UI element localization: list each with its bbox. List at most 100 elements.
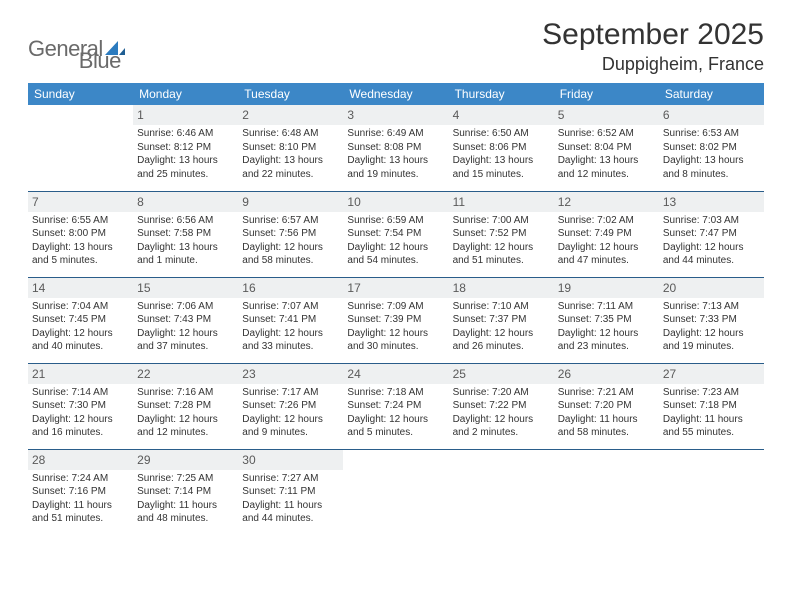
month-title: September 2025: [542, 18, 764, 52]
calendar-cell: 10Sunrise: 6:59 AMSunset: 7:54 PMDayligh…: [343, 191, 448, 277]
day-number: 18: [449, 278, 554, 298]
daylight-line1: Daylight: 12 hours: [453, 241, 550, 255]
sunrise-text: Sunrise: 7:16 AM: [137, 386, 234, 400]
sunrise-text: Sunrise: 7:23 AM: [663, 386, 760, 400]
daylight-line2: and 1 minute.: [137, 254, 234, 268]
col-tuesday: Tuesday: [238, 83, 343, 105]
calendar-page: General Blue September 2025 Duppigheim, …: [0, 0, 792, 553]
calendar-week: 7Sunrise: 6:55 AMSunset: 8:00 PMDaylight…: [28, 191, 764, 277]
sunset-text: Sunset: 7:54 PM: [347, 227, 444, 241]
calendar-cell: 19Sunrise: 7:11 AMSunset: 7:35 PMDayligh…: [554, 277, 659, 363]
col-saturday: Saturday: [659, 83, 764, 105]
sunset-text: Sunset: 7:22 PM: [453, 399, 550, 413]
sunset-text: Sunset: 8:04 PM: [558, 141, 655, 155]
sunrise-text: Sunrise: 7:25 AM: [137, 472, 234, 486]
day-number: 24: [343, 364, 448, 384]
daylight-line1: Daylight: 13 hours: [663, 154, 760, 168]
day-number: 12: [554, 192, 659, 212]
daylight-line1: Daylight: 11 hours: [663, 413, 760, 427]
sunrise-text: Sunrise: 7:14 AM: [32, 386, 129, 400]
daylight-line1: Daylight: 11 hours: [558, 413, 655, 427]
day-number: 29: [133, 450, 238, 470]
calendar-cell: 3Sunrise: 6:49 AMSunset: 8:08 PMDaylight…: [343, 105, 448, 191]
sunset-text: Sunset: 7:49 PM: [558, 227, 655, 241]
daylight-line2: and 30 minutes.: [347, 340, 444, 354]
daylight-line2: and 9 minutes.: [242, 426, 339, 440]
calendar-cell: 18Sunrise: 7:10 AMSunset: 7:37 PMDayligh…: [449, 277, 554, 363]
day-number: 26: [554, 364, 659, 384]
sunrise-text: Sunrise: 6:56 AM: [137, 214, 234, 228]
daylight-line2: and 51 minutes.: [453, 254, 550, 268]
sunrise-text: Sunrise: 7:24 AM: [32, 472, 129, 486]
sunset-text: Sunset: 7:47 PM: [663, 227, 760, 241]
sunset-text: Sunset: 7:33 PM: [663, 313, 760, 327]
calendar-cell: 28Sunrise: 7:24 AMSunset: 7:16 PMDayligh…: [28, 449, 133, 535]
daylight-line1: Daylight: 12 hours: [137, 413, 234, 427]
day-number: 15: [133, 278, 238, 298]
calendar-table: Sunday Monday Tuesday Wednesday Thursday…: [28, 83, 764, 535]
daylight-line1: Daylight: 13 hours: [137, 154, 234, 168]
sunrise-text: Sunrise: 7:06 AM: [137, 300, 234, 314]
sunset-text: Sunset: 7:43 PM: [137, 313, 234, 327]
day-number: 27: [659, 364, 764, 384]
calendar-cell: 6 Sunrise: 6:53 AMSunset: 8:02 PMDaylight…: [659, 105, 764, 191]
daylight-line2: and 47 minutes.: [558, 254, 655, 268]
calendar-cell: 30Sunrise: 7:27 AMSunset: 7:11 PMDayligh…: [238, 449, 343, 535]
calendar-cell: 9Sunrise: 6:57 AMSunset: 7:56 PMDaylight…: [238, 191, 343, 277]
day-number: 17: [343, 278, 448, 298]
daylight-line1: Daylight: 12 hours: [242, 241, 339, 255]
daylight-line2: and 19 minutes.: [663, 340, 760, 354]
sunset-text: Sunset: 7:52 PM: [453, 227, 550, 241]
sunset-text: Sunset: 7:24 PM: [347, 399, 444, 413]
sunset-text: Sunset: 7:18 PM: [663, 399, 760, 413]
col-wednesday: Wednesday: [343, 83, 448, 105]
day-number: 28: [28, 450, 133, 470]
sunrise-text: Sunrise: 7:09 AM: [347, 300, 444, 314]
sunrise-text: Sunrise: 6:53 AM: [663, 127, 760, 141]
day-number: 9: [238, 192, 343, 212]
daylight-line1: Daylight: 13 hours: [347, 154, 444, 168]
daylight-line1: Daylight: 12 hours: [242, 413, 339, 427]
sunrise-text: Sunrise: 6:59 AM: [347, 214, 444, 228]
day-number: 8: [133, 192, 238, 212]
day-number: 11: [449, 192, 554, 212]
daylight-line2: and 23 minutes.: [558, 340, 655, 354]
sunset-text: Sunset: 8:12 PM: [137, 141, 234, 155]
col-thursday: Thursday: [449, 83, 554, 105]
sunrise-text: Sunrise: 7:18 AM: [347, 386, 444, 400]
sunrise-text: Sunrise: 7:04 AM: [32, 300, 129, 314]
sunset-text: Sunset: 7:37 PM: [453, 313, 550, 327]
calendar-cell: 29 Sunrise: 7:25 AMSunset: 7:14 PMDayligh…: [133, 449, 238, 535]
calendar-cell: 25Sunrise: 7:20 AMSunset: 7:22 PMDayligh…: [449, 363, 554, 449]
day-number: 7: [28, 192, 133, 212]
sunset-text: Sunset: 7:20 PM: [558, 399, 655, 413]
daylight-line1: Daylight: 13 hours: [242, 154, 339, 168]
daylight-line1: Daylight: 13 hours: [453, 154, 550, 168]
daylight-line1: Daylight: 12 hours: [453, 413, 550, 427]
daylight-line2: and 5 minutes.: [32, 254, 129, 268]
calendar-cell: 21Sunrise: 7:14 AMSunset: 7:30 PMDayligh…: [28, 363, 133, 449]
daylight-line1: Daylight: 11 hours: [242, 499, 339, 513]
daylight-line2: and 16 minutes.: [32, 426, 129, 440]
sunset-text: Sunset: 7:14 PM: [137, 485, 234, 499]
sunset-text: Sunset: 7:58 PM: [137, 227, 234, 241]
day-number: 30: [238, 450, 343, 470]
sunrise-text: Sunrise: 7:07 AM: [242, 300, 339, 314]
daylight-line2: and 12 minutes.: [137, 426, 234, 440]
day-number: 6: [659, 105, 764, 125]
sunset-text: Sunset: 8:02 PM: [663, 141, 760, 155]
calendar-cell: 13Sunrise: 7:03 AMSunset: 7:47 PMDayligh…: [659, 191, 764, 277]
daylight-line1: Daylight: 11 hours: [32, 499, 129, 513]
daylight-line2: and 51 minutes.: [32, 512, 129, 526]
daylight-line2: and 26 minutes.: [453, 340, 550, 354]
location-label: Duppigheim, France: [542, 54, 764, 75]
col-sunday: Sunday: [28, 83, 133, 105]
calendar-week: 14Sunrise: 7:04 AMSunset: 7:45 PMDayligh…: [28, 277, 764, 363]
day-number: 2: [238, 105, 343, 125]
calendar-cell: 12Sunrise: 7:02 AMSunset: 7:49 PMDayligh…: [554, 191, 659, 277]
daylight-line2: and 22 minutes.: [242, 168, 339, 182]
sunrise-text: Sunrise: 7:02 AM: [558, 214, 655, 228]
daylight-line1: Daylight: 11 hours: [137, 499, 234, 513]
calendar-week: 28Sunrise: 7:24 AMSunset: 7:16 PMDayligh…: [28, 449, 764, 535]
sunset-text: Sunset: 7:26 PM: [242, 399, 339, 413]
